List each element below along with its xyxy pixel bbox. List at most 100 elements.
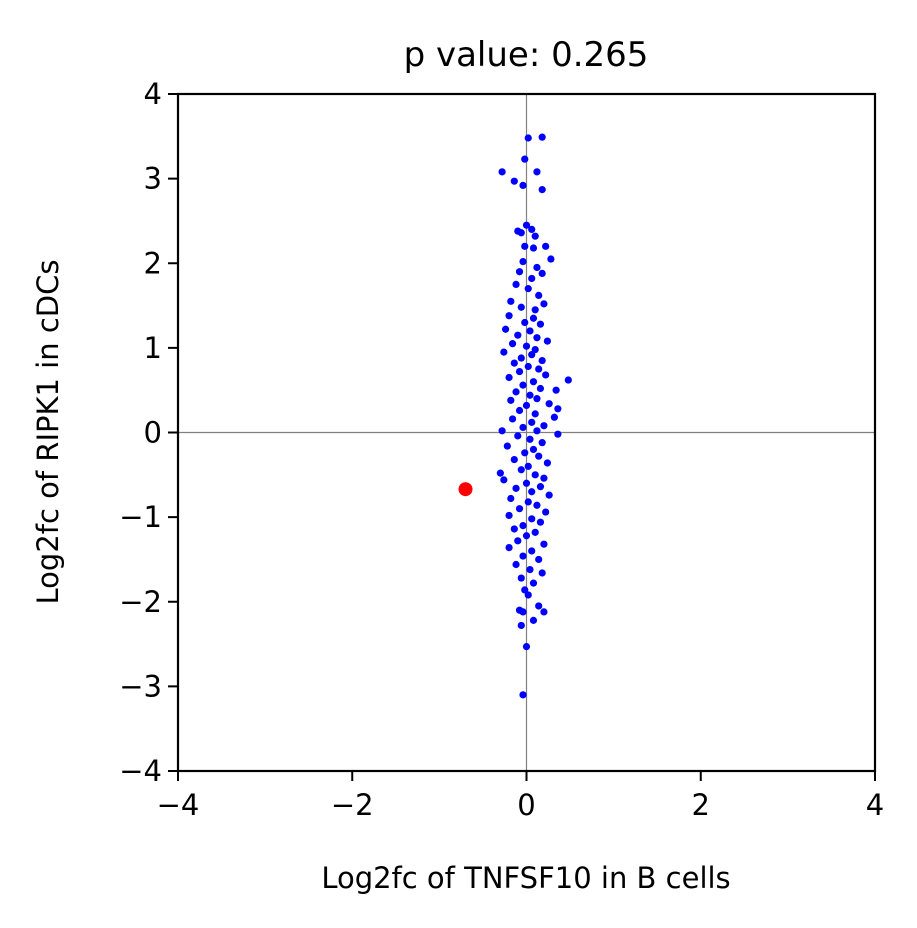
scatter-point [528, 488, 536, 496]
scatter-point [536, 384, 545, 393]
scatter-point [535, 365, 543, 373]
scatter-point [528, 515, 536, 523]
scatter-point [533, 501, 541, 509]
scatter-point [521, 155, 529, 163]
x-axis-ticks: −4 −2 0 2 4 [157, 771, 884, 822]
scatter-point [498, 168, 506, 176]
scatter-point [508, 415, 517, 423]
scatter-point [524, 462, 532, 470]
x-axis-label: Log2fc of TNFSF10 in B cells [321, 861, 730, 895]
scatter-point [524, 591, 532, 599]
scatter-point [528, 274, 536, 283]
scatter-point [536, 518, 545, 526]
scatter-point [524, 498, 532, 506]
scatter-point [524, 362, 532, 371]
scatter-point [538, 186, 546, 194]
y-tick-label: −3 [119, 669, 162, 703]
scatter-point [519, 381, 527, 389]
scatter-point [550, 413, 558, 421]
scatter-point [519, 181, 527, 189]
scatter-point [554, 430, 562, 438]
scatter-point [517, 303, 525, 311]
scatter-point [521, 242, 529, 250]
scatter-point [529, 579, 538, 587]
scatter-point [505, 373, 513, 382]
scatter-point [514, 331, 522, 339]
scatter-point [515, 406, 524, 415]
scatter-point [515, 367, 524, 376]
scatter-point [500, 476, 508, 484]
scatter-point [522, 401, 531, 410]
scatter-point [540, 540, 548, 548]
scatter-point [547, 255, 555, 263]
scatter-point [540, 608, 548, 616]
scatter-point [522, 342, 531, 350]
scatter-point [524, 285, 532, 293]
chart-title: p value: 0.265 [404, 35, 649, 75]
scatter-point [507, 494, 515, 503]
scatter-point [526, 391, 534, 399]
y-axis-label: Log2fc of RIPK1 in cDCs [31, 260, 65, 605]
scatter-point [540, 300, 548, 308]
x-tick-label: 2 [692, 788, 710, 822]
y-tick-label: 1 [144, 331, 162, 365]
scatter-point [507, 297, 515, 305]
scatter-point [503, 442, 511, 450]
scatter-point [533, 395, 541, 403]
scatter-point [522, 643, 531, 651]
scatter-point [538, 269, 546, 278]
scatter-point [540, 422, 548, 430]
scatter-point [543, 459, 552, 467]
scatter-point [564, 376, 572, 384]
scatter-point [533, 168, 541, 176]
scatter-point [505, 543, 513, 552]
scatter-point [514, 537, 522, 545]
scatter-point [542, 242, 550, 250]
scatter-point [535, 602, 543, 610]
scatter-point [524, 134, 532, 142]
scatter-point [529, 378, 538, 386]
scatter-point [522, 221, 531, 229]
scatter-point [531, 345, 539, 354]
scatter-point [531, 232, 539, 240]
scatter-point [531, 410, 539, 418]
y-axis-ticks: −4 −3 −2 −1 0 1 2 3 4 [119, 77, 178, 788]
scatter-point [538, 569, 546, 577]
x-tick-label: 0 [517, 788, 535, 822]
highlight-point [458, 482, 473, 497]
data-points [458, 133, 572, 699]
scatter-point [512, 560, 520, 569]
scatter-point [512, 388, 520, 396]
scatter-point [521, 318, 529, 327]
scatter-point [512, 280, 520, 289]
scatter-point [517, 466, 525, 474]
scatter-point [533, 334, 541, 342]
scatter-point [519, 608, 527, 616]
scatter-point [519, 552, 527, 560]
scatter-point [526, 435, 534, 443]
scatter-point [542, 508, 550, 516]
scatter-point [496, 469, 504, 477]
y-tick-label: −4 [119, 754, 162, 788]
scatter-point [500, 348, 508, 356]
scatter-point [528, 225, 536, 233]
scatter-point [533, 263, 541, 272]
plot-area [176, 92, 877, 773]
scatter-point [505, 511, 513, 520]
scatter-point [501, 325, 510, 333]
scatter-point [498, 427, 506, 435]
y-tick-label: 3 [144, 162, 162, 196]
y-tick-label: −1 [119, 500, 162, 534]
scatter-point [514, 432, 522, 440]
y-tick-label: 2 [144, 246, 162, 280]
x-tick-label: −2 [331, 788, 374, 822]
scatter-point [521, 586, 529, 594]
scatter-point [526, 565, 534, 574]
scatter-point [522, 532, 531, 540]
x-tick-label: 4 [866, 788, 884, 822]
scatter-point [526, 327, 534, 335]
scatter-point [543, 337, 552, 345]
scatter-point [515, 268, 524, 276]
scatter-point [519, 521, 527, 530]
